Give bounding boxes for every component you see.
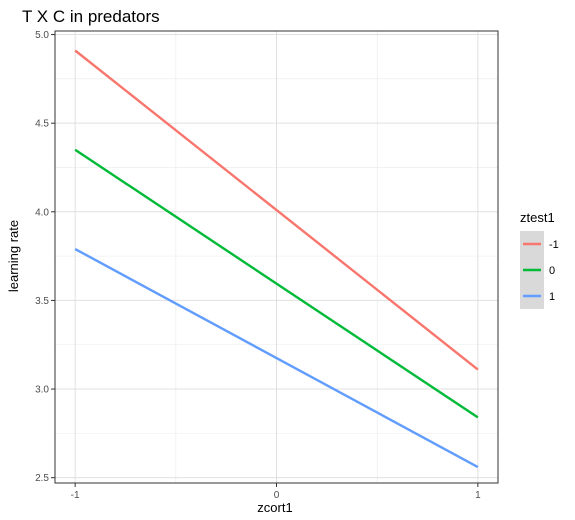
series-line-1 [74, 247, 479, 469]
y-tick-label: 4.0 [35, 207, 49, 218]
y-tick-label: 3.0 [35, 385, 49, 396]
y-axis: 2.5 3.0 3.5 4.0 4.5 5.0 [35, 30, 55, 484]
y-tick-label: 3.5 [35, 296, 49, 307]
legend-label: 0 [549, 265, 555, 277]
legend-title: ztest1 [520, 210, 555, 225]
legend-keys: -1 0 1 [520, 231, 559, 309]
legend-label: -1 [549, 239, 559, 251]
grid-major [55, 31, 498, 483]
series-lines [74, 49, 479, 469]
x-tick-label: -1 [71, 490, 80, 501]
chart-title: T X C in predators [22, 7, 160, 26]
x-axis-label: zcort1 [257, 500, 292, 515]
y-tick-label: 4.5 [35, 119, 49, 130]
series-line--1 [74, 49, 479, 371]
series-line-0 [74, 148, 479, 419]
x-tick-label: 1 [475, 490, 481, 501]
y-tick-label: 5.0 [35, 30, 49, 41]
legend: ztest1 -1 0 1 [520, 210, 559, 309]
x-tick-label: 0 [274, 490, 280, 501]
y-tick-label: 2.5 [35, 473, 49, 484]
legend-label: 1 [549, 291, 555, 303]
y-axis-label: learning rate [6, 220, 21, 292]
x-axis: -1 0 1 [71, 483, 481, 501]
